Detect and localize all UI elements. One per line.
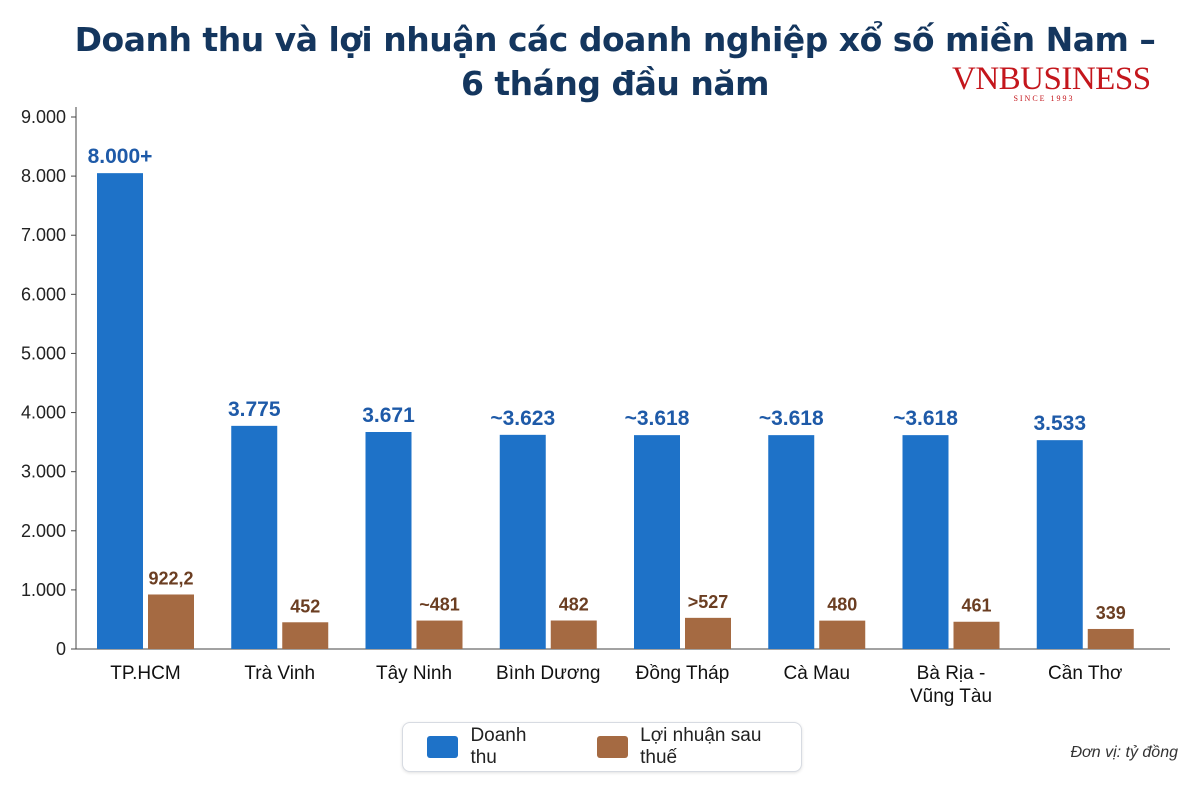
brand-tagline: SINCE 1993 bbox=[1013, 94, 1075, 103]
data-label-profit: 480 bbox=[827, 595, 857, 615]
y-tick-label: 3.000 bbox=[21, 462, 66, 482]
bar-revenue bbox=[231, 425, 278, 649]
data-label-revenue: 3.671 bbox=[362, 404, 415, 427]
bar-profit bbox=[819, 620, 866, 649]
chart-title: Doanh thu và lợi nhuận các doanh nghiệp … bbox=[0, 18, 1200, 106]
x-tick-label: Cà Mau bbox=[783, 663, 850, 684]
bar-revenue bbox=[499, 434, 546, 649]
y-tick-label: 2.000 bbox=[21, 521, 66, 541]
bar-revenue bbox=[97, 173, 143, 649]
y-tick-label: 0 bbox=[56, 639, 66, 659]
data-label-revenue: ~3.618 bbox=[759, 407, 824, 430]
bar-chart: 0 1.000 2.000 3.000 4.000 5.000 6.000 7.000 8.00… bbox=[21, 107, 1170, 707]
y-tick-label: 8.000 bbox=[21, 166, 66, 186]
data-label-profit: 452 bbox=[290, 596, 320, 616]
data-label-revenue: ~3.618 bbox=[625, 407, 690, 430]
chart-title-line-2: 6 tháng đầu năm bbox=[460, 64, 770, 103]
unit-note: Đơn vị: tỷ đồng bbox=[1070, 744, 1179, 761]
y-tick-label: 1.000 bbox=[21, 580, 66, 600]
x-tick-label: Đồng Tháp bbox=[636, 663, 730, 684]
data-label-revenue: 8.000+ bbox=[88, 145, 153, 168]
legend-swatch-profit bbox=[596, 736, 629, 758]
x-tick-label: Vũng Tàu bbox=[910, 686, 992, 707]
bar-revenue bbox=[768, 435, 815, 649]
legend-label-profit: Lợi nhuận sau thuế bbox=[640, 725, 762, 768]
data-label-revenue: 3.533 bbox=[1033, 412, 1086, 435]
x-tick-label: Bà Rịa - bbox=[917, 663, 986, 684]
data-label-profit: ~481 bbox=[419, 595, 460, 615]
bar-revenue bbox=[1036, 440, 1083, 649]
data-label-profit: >527 bbox=[688, 592, 729, 612]
legend-label-revenue: Doanh thu bbox=[470, 725, 527, 768]
bar-profit bbox=[685, 617, 731, 649]
data-label-profit: 461 bbox=[961, 596, 991, 616]
bar-revenue bbox=[902, 435, 949, 649]
y-tick-label: 9.000 bbox=[21, 107, 66, 127]
x-tick-label: Tây Ninh bbox=[376, 663, 452, 684]
brand-logo: VNBUSINESS SINCE 1993 bbox=[952, 61, 1151, 103]
legend-item-profit: Lợi nhuận sau thuế bbox=[596, 725, 801, 769]
bar-revenue bbox=[634, 435, 680, 649]
x-tick-label: Cần Thơ bbox=[1048, 663, 1122, 684]
x-tick-label: Bình Dương bbox=[496, 663, 600, 684]
legend-swatch-revenue bbox=[427, 736, 459, 758]
bar-profit bbox=[148, 594, 194, 649]
y-tick-label: 5.000 bbox=[21, 343, 66, 363]
bar-profit bbox=[1087, 628, 1134, 649]
legend-item-revenue: Doanh thu bbox=[427, 725, 557, 769]
y-tick-label: 4.000 bbox=[21, 403, 66, 423]
data-label-profit: 922,2 bbox=[148, 568, 193, 588]
x-tick-label: TP.HCM bbox=[110, 663, 180, 684]
x-tick-label: Trà Vinh bbox=[244, 663, 315, 684]
legend: Doanh thu Lợi nhuận sau thuế bbox=[402, 722, 802, 772]
data-label-revenue: ~3.618 bbox=[893, 407, 958, 430]
bar-profit bbox=[550, 620, 597, 649]
bar-profit bbox=[953, 621, 1000, 649]
bar-profit bbox=[282, 622, 329, 649]
chart-title-line-1: Doanh thu và lợi nhuận các doanh nghiệp … bbox=[74, 20, 1156, 59]
data-label-profit: 482 bbox=[559, 595, 589, 615]
bar-profit bbox=[416, 620, 463, 649]
data-label-revenue: ~3.623 bbox=[490, 407, 555, 430]
bar-revenue bbox=[365, 432, 412, 649]
data-label-profit: 339 bbox=[1096, 603, 1126, 623]
y-tick-label: 7.000 bbox=[21, 225, 66, 245]
data-label-revenue: 3.775 bbox=[228, 398, 281, 421]
brand-name: VNBUSINESS bbox=[952, 61, 1151, 97]
y-tick-label: 6.000 bbox=[21, 284, 66, 304]
